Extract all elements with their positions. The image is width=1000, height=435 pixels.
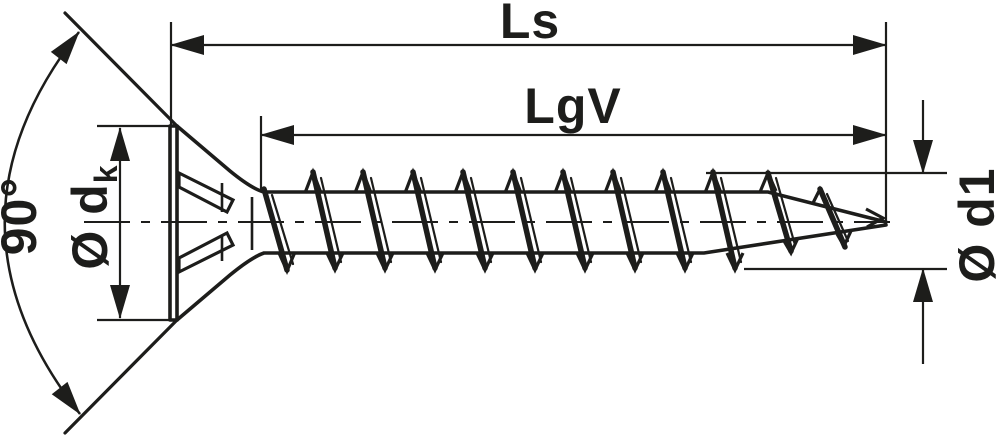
- angle-arc: [3, 31, 81, 415]
- thread-flank: [460, 169, 488, 271]
- thread-flank: [319, 176, 343, 264]
- thread-crest: [575, 252, 595, 274]
- thread-flights: [303, 167, 745, 274]
- thread-flank: [519, 176, 543, 264]
- thread-crest: [725, 252, 745, 274]
- thread-flank: [419, 176, 443, 264]
- thread-crest: [525, 252, 545, 274]
- label-thread-diameter: Ø d1: [949, 167, 1000, 282]
- thread-flank: [660, 169, 688, 271]
- thread-flank: [765, 170, 794, 254]
- dimension-thread-diameter: Ø d1: [706, 100, 1000, 364]
- thread-flank: [469, 176, 493, 264]
- thread-crest: [325, 252, 345, 274]
- thread-crest-tip: [865, 207, 887, 229]
- thread-flank: [261, 186, 290, 273]
- thread-flank: [270, 193, 295, 266]
- cone-extension-line-top: [63, 11, 179, 128]
- label-thread-length: LgV: [524, 78, 621, 134]
- recess-slot-bottom: [177, 230, 236, 275]
- thread-flank: [410, 169, 438, 271]
- thread-crest: [782, 237, 800, 257]
- label-head-angle: 90°: [0, 177, 47, 256]
- thread-crest: [475, 252, 495, 274]
- thread-flank: [610, 169, 638, 271]
- thread-flank: [619, 176, 643, 264]
- thread-flank: [310, 169, 338, 271]
- thread-flank: [817, 186, 848, 250]
- thread-flank: [569, 176, 593, 264]
- thread-flank: [369, 176, 393, 264]
- thread-crest: [835, 230, 853, 250]
- head-face-line: [168, 124, 179, 322]
- drive-recess: [177, 170, 254, 275]
- dimension-thread-length: LgV: [259, 78, 887, 191]
- screw-outline-bottom: [175, 223, 888, 322]
- thread-flights-special: [261, 168, 887, 276]
- thread-crest: [375, 252, 395, 274]
- head-angle-annotation: 90°: [0, 11, 179, 435]
- dimension-total-length: Ls: [169, 0, 888, 221]
- label-head-diameter: Ø dk: [62, 164, 124, 269]
- thread-flank: [560, 169, 588, 271]
- thread-flank: [710, 169, 738, 271]
- thread-flank: [510, 169, 538, 271]
- thread-flank: [825, 192, 850, 243]
- thread-crest: [277, 251, 297, 276]
- thread-flank: [360, 169, 388, 271]
- thread-flank: [669, 176, 693, 264]
- thread-crest: [675, 252, 695, 274]
- dimension-head-diameter: Ø dk: [62, 124, 178, 322]
- cone-extension-line-bottom: [63, 318, 179, 435]
- thread-flank: [774, 176, 797, 247]
- thread-crest: [425, 252, 445, 274]
- thread-flank: [719, 176, 743, 264]
- label-total-length: Ls: [500, 0, 560, 49]
- recess-slot-top: [177, 170, 236, 215]
- thread-crest: [625, 252, 645, 274]
